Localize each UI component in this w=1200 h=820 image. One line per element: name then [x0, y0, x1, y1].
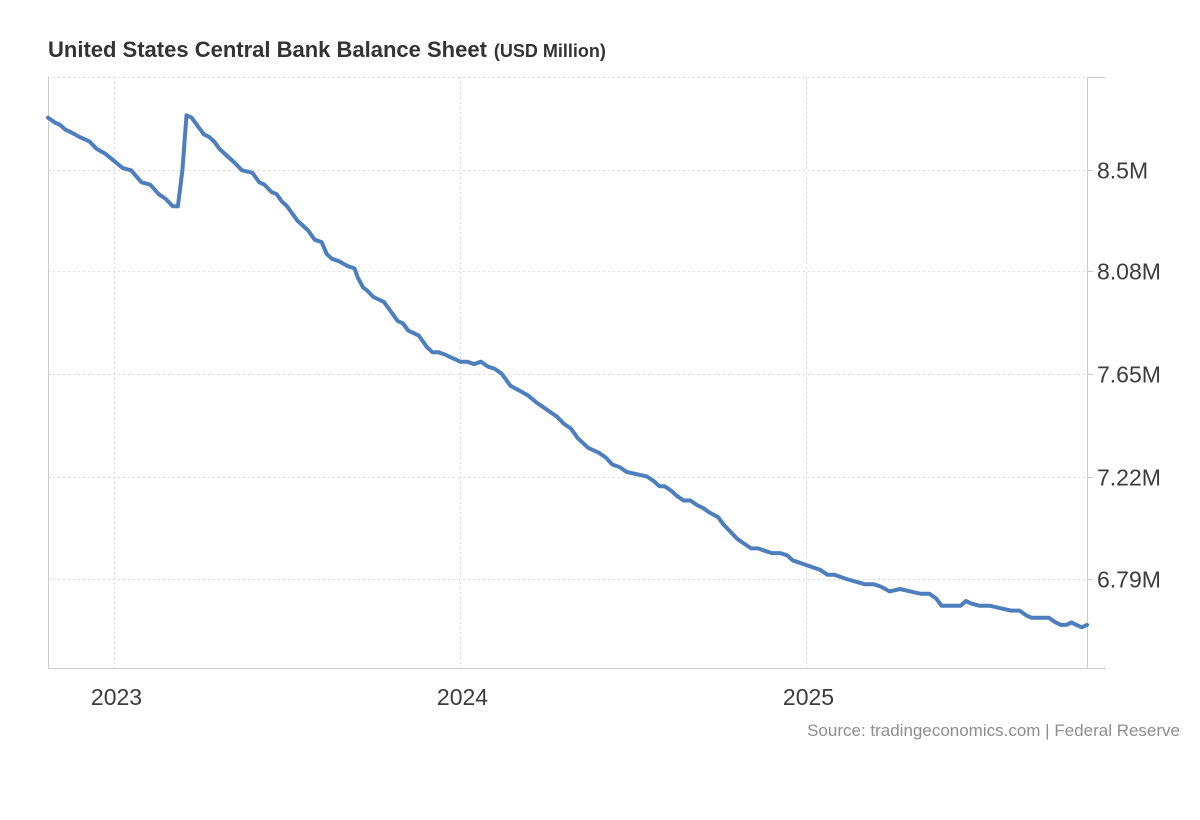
x-axis-label: 2023 [91, 684, 142, 710]
source-attribution: Source: tradingeconomics.com | Federal R… [807, 721, 1180, 740]
y-axis-label: 8.5M [1097, 158, 1148, 184]
x-axis-label: 2024 [437, 684, 488, 710]
chart-title: United States Central Bank Balance Sheet [48, 37, 487, 62]
x-axis-label: 2025 [783, 684, 834, 710]
series-line [46, 113, 1089, 630]
y-axis-label: 8.08M [1097, 259, 1161, 285]
y-axis-label: 6.79M [1097, 567, 1161, 593]
chart-header: United States Central Bank Balance Sheet… [48, 37, 606, 62]
y-axis-label: 7.22M [1097, 465, 1161, 491]
y-axis-label: 7.65M [1097, 362, 1161, 388]
chart-unit-label: (USD Million) [493, 41, 606, 61]
